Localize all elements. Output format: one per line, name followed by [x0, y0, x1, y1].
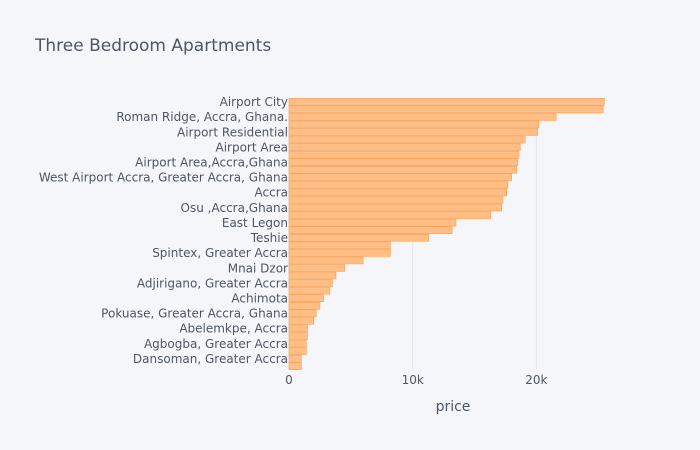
- bar-7: [288, 150, 520, 159]
- y-tick-label: Abelemkpe, Accra: [179, 322, 288, 336]
- bar-29: [288, 317, 315, 325]
- y-tick-label: Agbogba, Greater Accra: [144, 337, 288, 351]
- y-tick-label: Airport City: [220, 95, 288, 109]
- y-tick-label: Spintex, Greater Accra: [152, 246, 288, 260]
- bar-28: [288, 309, 317, 318]
- y-tick-label: West Airport Accra, Greater Accra, Ghana: [39, 171, 288, 185]
- bars: [288, 98, 605, 370]
- bar-21: [288, 256, 364, 265]
- bar-20: [288, 249, 391, 257]
- bar-0: [288, 98, 605, 106]
- bar-14: [288, 203, 503, 212]
- x-tick-labels: 0 10k 20k: [285, 373, 547, 387]
- bar-18: [288, 234, 430, 242]
- y-tick-label: Mnai Dzor: [228, 261, 288, 275]
- bar-5: [288, 135, 526, 144]
- bar-12: [288, 188, 507, 197]
- y-tick-label: Accra: [255, 186, 288, 200]
- x-axis-label: price: [436, 399, 471, 415]
- bar-33: [288, 347, 307, 355]
- bar-24: [288, 279, 333, 287]
- x-tick-label: 20k: [525, 373, 547, 387]
- bar-27: [288, 301, 321, 310]
- y-tick-label: Roman Ridge, Accra, Ghana.: [116, 110, 288, 124]
- y-tick-label: East Legon: [222, 216, 288, 230]
- bar-10: [288, 173, 512, 182]
- bar-22: [288, 264, 345, 272]
- bar-2: [288, 113, 557, 121]
- y-tick-label: Teshie: [250, 231, 288, 245]
- y-tick-label: Dansoman, Greater Accra: [133, 352, 288, 366]
- bar-8: [288, 158, 519, 166]
- bar-16: [288, 218, 457, 227]
- bar-3: [288, 120, 540, 129]
- bar-25: [288, 286, 331, 295]
- x-tick-label: 10k: [402, 373, 424, 387]
- bar-17: [288, 226, 453, 234]
- bar-32: [288, 339, 307, 348]
- bar-30: [288, 324, 308, 333]
- bar-13: [288, 196, 504, 204]
- bar-11: [288, 181, 509, 189]
- bar-1: [288, 105, 604, 114]
- bar-35: [288, 362, 302, 370]
- y-tick-label: Osu ,Accra,Ghana: [181, 201, 288, 215]
- bar-4: [288, 128, 538, 136]
- bar-6: [288, 143, 521, 151]
- bar-31: [288, 332, 308, 340]
- bar-19: [288, 241, 391, 250]
- y-tick-label: Airport Residential: [177, 125, 288, 139]
- bar-9: [288, 166, 517, 174]
- y-tick-label: Pokuase, Greater Accra, Ghana: [101, 307, 288, 321]
- bar-23: [288, 271, 337, 280]
- y-tick-label: Airport Area,Accra,Ghana: [135, 156, 288, 170]
- y-tick-label: Achimota: [231, 292, 288, 306]
- y-tick-label: Airport Area: [215, 140, 288, 154]
- x-tick-label: 0: [285, 373, 293, 387]
- bar-26: [288, 294, 324, 302]
- bar-34: [288, 354, 302, 363]
- y-tick-label: Adjirigano, Greater Accra: [137, 276, 288, 290]
- chart-title: Three Bedroom Apartments: [34, 36, 271, 56]
- bar-15: [288, 211, 491, 219]
